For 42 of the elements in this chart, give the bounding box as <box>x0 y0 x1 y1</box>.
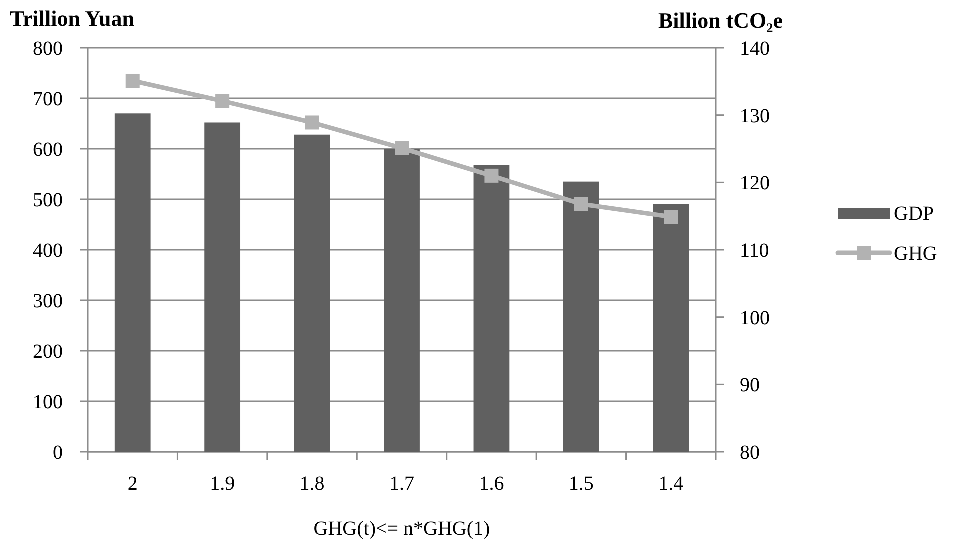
point <box>216 94 230 108</box>
x-axis-title: GHG(t)<= n*GHG(1) <box>314 518 490 540</box>
point <box>484 168 499 183</box>
bar <box>384 149 420 452</box>
x-tick-label: 1.4 <box>658 473 684 495</box>
y-tick-label: 300 <box>33 290 63 312</box>
legend-label: GDP <box>894 203 934 225</box>
x-tick-label: 1.8 <box>300 473 325 495</box>
x-tick-label: 1.9 <box>210 473 236 495</box>
point <box>664 210 678 224</box>
x-tick-label: 2 <box>128 473 138 495</box>
y-tick-label: 0 <box>53 442 63 464</box>
point <box>574 197 588 212</box>
point <box>305 116 320 130</box>
point <box>126 74 140 88</box>
bar <box>114 114 151 452</box>
bar <box>653 204 690 452</box>
x-tick-label: 1.6 <box>479 473 504 495</box>
y2-tick-label: 80 <box>740 442 760 464</box>
y-tick-label: 600 <box>33 139 63 161</box>
y-axis-title: Trillion Yuan <box>10 6 135 31</box>
bar <box>474 165 510 452</box>
y2-tick-label: 110 <box>740 240 770 262</box>
bar <box>204 122 241 452</box>
y-tick-label: 200 <box>33 341 63 363</box>
y2-tick-label: 90 <box>740 374 760 397</box>
y2-axis-title: Billion tCO₂e <box>658 8 784 33</box>
x-tick-label: 1.5 <box>568 473 594 495</box>
y2-tick-label: 100 <box>740 307 770 330</box>
y-tick-label: 500 <box>33 190 63 212</box>
y-tick-label: 700 <box>33 88 63 110</box>
y-tick-label: 400 <box>33 240 63 262</box>
legend-label: GHG <box>894 243 938 265</box>
point <box>395 141 409 156</box>
x-tick-label: 1.7 <box>390 473 414 495</box>
y-tick-label: 800 <box>33 38 63 60</box>
y2-tick-label: 120 <box>740 172 770 195</box>
y-tick-label: 100 <box>33 392 63 414</box>
y2-tick-label: 140 <box>740 38 770 60</box>
y2-tick-label: 130 <box>740 105 770 128</box>
bar <box>294 134 330 452</box>
bar <box>563 182 600 452</box>
